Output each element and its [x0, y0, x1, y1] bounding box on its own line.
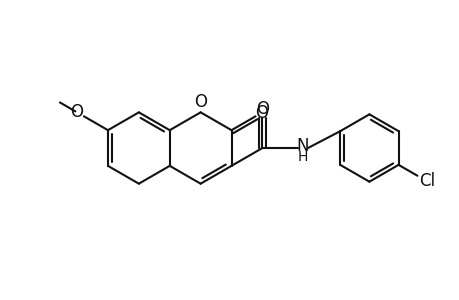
- Text: O: O: [70, 103, 84, 122]
- Text: N: N: [296, 137, 308, 155]
- Text: O: O: [254, 104, 268, 122]
- Text: O: O: [255, 100, 269, 118]
- Text: H: H: [297, 150, 308, 164]
- Text: Cl: Cl: [418, 172, 434, 190]
- Text: O: O: [194, 93, 207, 111]
